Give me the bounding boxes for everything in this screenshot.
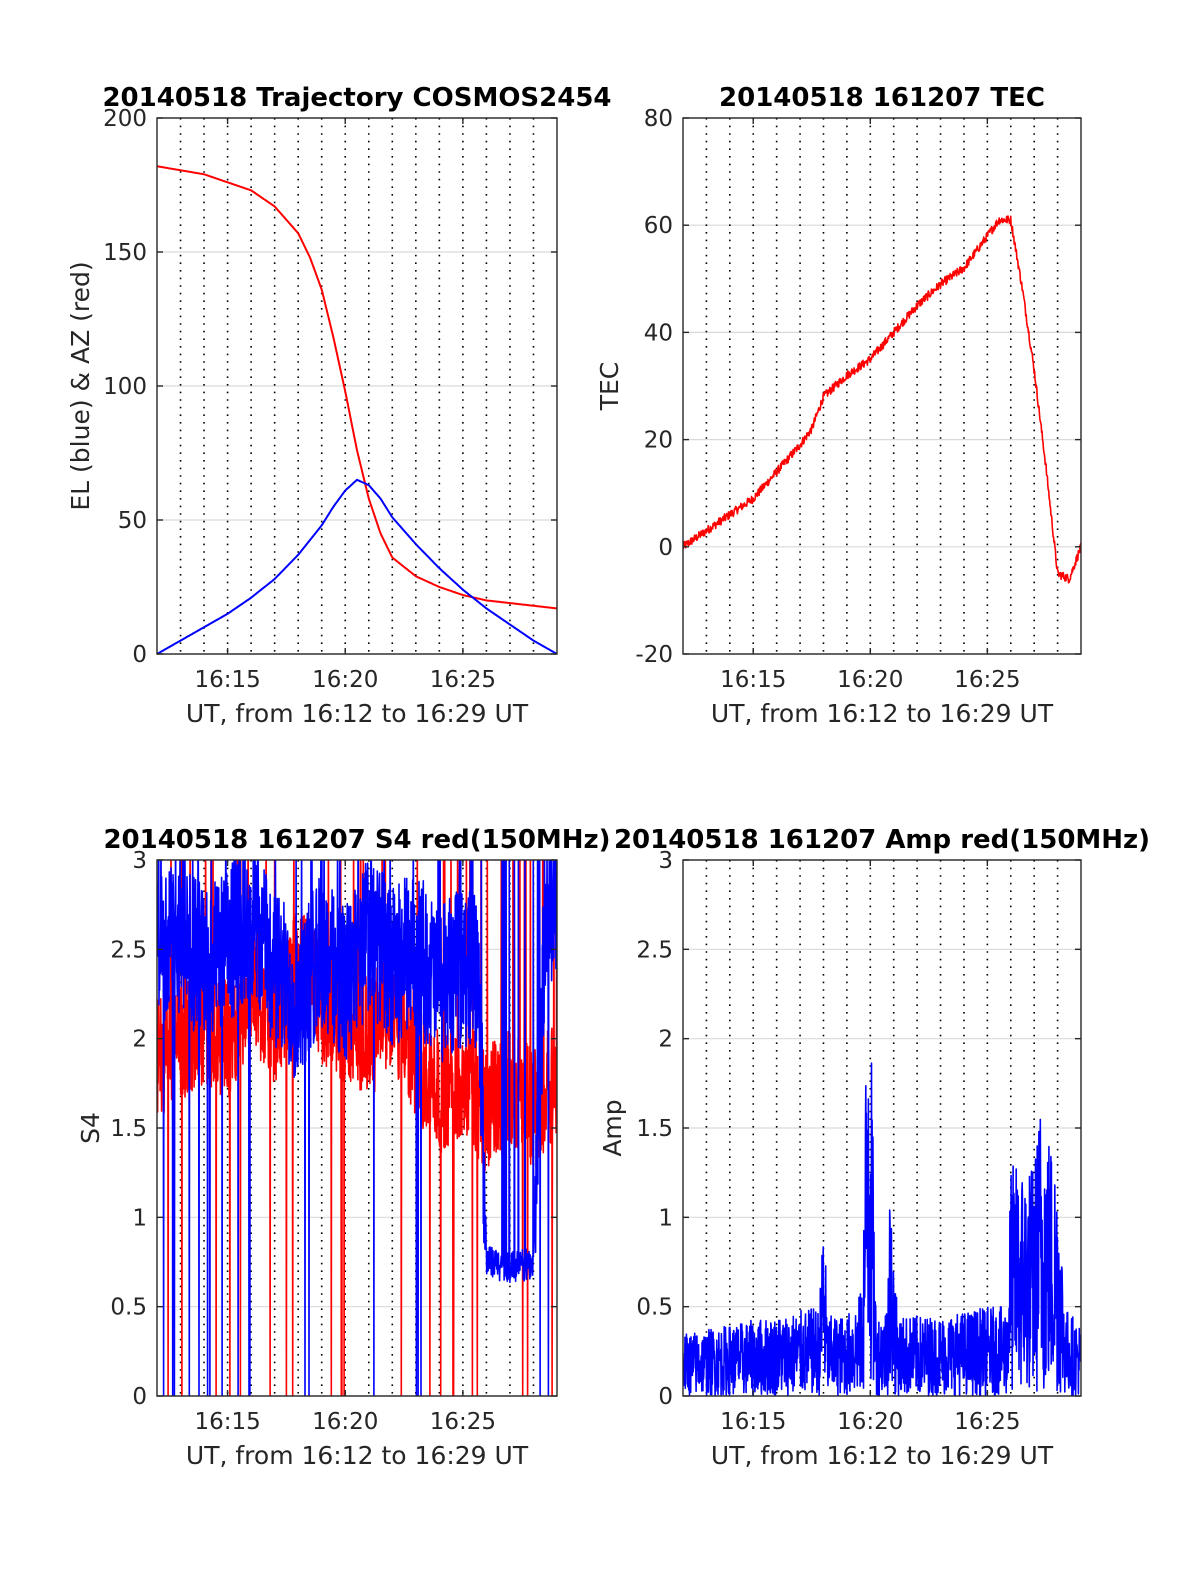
x-tick-label: 16:25 [954, 667, 1020, 693]
x-axis-label: UT, from 16:12 to 16:29 UT [711, 1441, 1054, 1470]
amp-series-group [683, 1062, 1081, 1396]
y-tick-label: 3 [132, 848, 147, 874]
y-tick-label: 150 [103, 240, 147, 266]
traj-series-group [157, 165, 557, 654]
s4-series-group [157, 860, 557, 1396]
y-tick-label: 60 [644, 213, 673, 239]
chart-title: 20140518 161207 TEC [719, 83, 1045, 113]
chart-title: 20140518 Trajectory COSMOS2454 [102, 83, 611, 113]
series-line-amp [683, 1062, 1081, 1396]
y-tick-label: 2.5 [110, 937, 147, 963]
y-tick-label: 2.5 [636, 937, 673, 963]
y-tick-label: 200 [103, 106, 147, 132]
y-tick-label: 2 [132, 1027, 147, 1053]
y-tick-label: 0 [132, 1384, 147, 1410]
x-tick-label: 16:15 [720, 1409, 786, 1435]
y-tick-label: 50 [118, 508, 147, 534]
x-tick-label: 16:15 [194, 667, 260, 693]
x-tick-label: 16:25 [430, 1409, 496, 1435]
x-tick-label: 16:15 [720, 667, 786, 693]
y-tick-label: 2 [658, 1027, 673, 1053]
y-tick-label: 0 [658, 535, 673, 561]
y-tick-label: 100 [103, 374, 147, 400]
series-line-s4-blue [157, 860, 557, 1396]
chart-title: 20140518 161207 Amp red(150MHz) [614, 825, 1150, 855]
y-tick-label: 0 [132, 642, 147, 668]
x-tick-label: 16:25 [430, 667, 496, 693]
series-line-el [157, 478, 557, 654]
tec-panel: 16:15 16:20 16:25 -20 0 20 40 60 80 20140518 1612… [595, 83, 1082, 728]
y-tick-label: 3 [658, 848, 673, 874]
y-axis-label: TEC [595, 362, 624, 412]
x-axis-label: UT, from 16:12 to 16:29 UT [186, 699, 529, 728]
y-tick-label: 1 [132, 1205, 147, 1231]
chart-title: 20140518 161207 S4 red(150MHz) [103, 825, 610, 855]
y-tick-label: 0.5 [110, 1295, 147, 1321]
y-axis-label: S4 [76, 1112, 105, 1144]
y-tick-label: 1.5 [636, 1116, 673, 1142]
x-tick-label: 16:25 [954, 1409, 1020, 1435]
x-axis-label: UT, from 16:12 to 16:29 UT [711, 699, 1054, 728]
y-axis-label: Amp [598, 1099, 627, 1156]
series-line-tec [683, 215, 1081, 584]
x-tick-label: 16:20 [837, 1409, 903, 1435]
x-axis-label: UT, from 16:12 to 16:29 UT [186, 1441, 529, 1470]
x-tick-label: 16:20 [312, 667, 378, 693]
x-tick-label: 16:20 [837, 667, 903, 693]
x-tick-label: 16:20 [312, 1409, 378, 1435]
y-tick-label: 20 [644, 428, 673, 454]
axes-box [682, 117, 1082, 655]
y-tick-label: 40 [644, 320, 673, 346]
y-tick-label: 1 [658, 1205, 673, 1231]
y-axis-label: EL (blue) & AZ (red) [66, 261, 95, 510]
series-line-s4-red [157, 860, 557, 1396]
series-line-az [157, 165, 557, 610]
tec-series-group [683, 215, 1081, 584]
y-tick-label: -20 [635, 642, 673, 668]
y-tick-label: 1.5 [110, 1116, 147, 1142]
x-tick-label: 16:15 [194, 1409, 260, 1435]
y-tick-label: 0 [658, 1384, 673, 1410]
y-tick-label: 0.5 [636, 1295, 673, 1321]
y-tick-label: 80 [644, 106, 673, 132]
